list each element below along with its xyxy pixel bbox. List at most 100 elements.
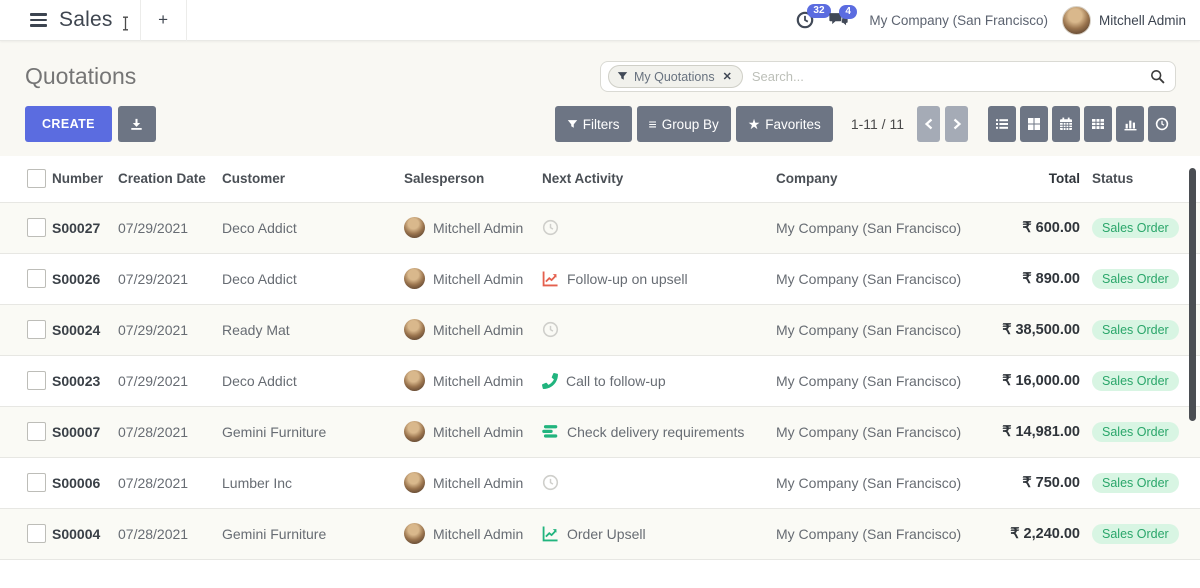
filters-button[interactable]: Filters [554, 106, 632, 142]
quotation-row[interactable]: S00004 07/28/2021 Gemini Furniture Mitchell… [0, 508, 1200, 560]
row-select-cell[interactable] [0, 304, 52, 356]
kanban-view-button[interactable] [1020, 106, 1048, 142]
quotation-row[interactable]: S00007 07/28/2021 Gemini Furniture Mitchell… [0, 406, 1200, 458]
column-header-customer[interactable]: Customer [222, 156, 404, 203]
graph-view-button[interactable] [1116, 106, 1144, 142]
cell-status[interactable]: Sales Order [1092, 457, 1200, 509]
cell-salesperson[interactable]: Mitchell Admin [404, 202, 542, 254]
select-all-checkbox[interactable] [27, 169, 46, 189]
delivery-lines-icon[interactable] [542, 424, 559, 439]
cell-number[interactable]: S00004 [52, 508, 118, 560]
cell-salesperson[interactable]: Mitchell Admin [404, 253, 542, 305]
search-facet[interactable]: My Quotations ✕ [608, 65, 743, 88]
row-checkbox[interactable] [27, 218, 46, 237]
row-select-cell[interactable] [0, 406, 52, 458]
cell-status[interactable]: Sales Order [1092, 406, 1200, 458]
row-select-cell[interactable] [0, 508, 52, 560]
vertical-scrollbar[interactable] [1189, 168, 1196, 421]
row-select-cell[interactable] [0, 253, 52, 305]
user-avatar[interactable] [1061, 5, 1091, 35]
cell-creation-date[interactable]: 07/28/2021 [118, 406, 222, 458]
cell-creation-date[interactable]: 07/28/2021 [118, 457, 222, 509]
row-checkbox[interactable] [27, 473, 46, 492]
cell-status[interactable]: Sales Order [1092, 508, 1200, 560]
search-icon[interactable] [1150, 69, 1165, 84]
cell-customer[interactable]: Ready Mat [222, 304, 404, 356]
pager-next-button[interactable] [945, 106, 968, 142]
activity-view-button[interactable] [1148, 106, 1176, 142]
cell-status[interactable]: Sales Order [1092, 355, 1200, 407]
quotation-row[interactable]: S00026 07/29/2021 Deco Addict Mitchell Admi… [0, 253, 1200, 305]
cell-total[interactable]: ₹ 2,240.00 [992, 508, 1092, 560]
search-bar[interactable]: My Quotations ✕ [600, 61, 1176, 92]
export-button[interactable] [117, 106, 156, 142]
cell-customer[interactable]: Deco Addict [222, 253, 404, 305]
cell-company[interactable]: My Company (San Francisco) [776, 253, 992, 305]
cell-next-activity[interactable]: Follow-up on upsell [542, 253, 776, 305]
quotation-row[interactable]: S00024 07/29/2021 Ready Mat Mitchell Admin M… [0, 304, 1200, 356]
cell-creation-date[interactable]: 07/29/2021 [118, 253, 222, 305]
cell-customer[interactable]: Lumber Inc [222, 457, 404, 509]
cell-customer[interactable]: Deco Addict [222, 355, 404, 407]
cell-salesperson[interactable]: Mitchell Admin [404, 457, 542, 509]
facet-close-icon[interactable]: ✕ [722, 71, 732, 83]
column-header-status[interactable]: Status [1092, 156, 1200, 203]
cell-number[interactable]: S00006 [52, 457, 118, 509]
search-input[interactable] [751, 69, 1150, 84]
column-header-number[interactable]: Number [52, 156, 118, 203]
create-button[interactable]: CREATE [25, 106, 112, 142]
cell-creation-date[interactable]: 07/29/2021 [118, 202, 222, 254]
column-header-creation-date[interactable]: Creation Date [118, 156, 222, 203]
phone-icon[interactable] [542, 372, 558, 389]
cell-status[interactable]: Sales Order [1092, 253, 1200, 305]
cell-customer[interactable]: Gemini Furniture [222, 508, 404, 560]
menu-icon[interactable] [30, 13, 47, 27]
cell-total[interactable]: ₹ 600.00 [992, 202, 1092, 254]
trend-up-icon[interactable] [542, 525, 559, 542]
cell-total[interactable]: ₹ 38,500.00 [992, 304, 1092, 356]
clock-icon[interactable] [542, 474, 559, 491]
row-select-cell[interactable] [0, 355, 52, 407]
cell-company[interactable]: My Company (San Francisco) [776, 304, 992, 356]
cell-next-activity[interactable]: Check delivery requirements [542, 406, 776, 458]
cell-next-activity[interactable]: Order Upsell [542, 508, 776, 560]
favorites-button[interactable]: ★ Favorites [735, 106, 833, 142]
column-header-next-activity[interactable]: Next Activity [542, 156, 776, 203]
user-menu[interactable]: Mitchell Admin [1098, 12, 1186, 28]
cell-total[interactable]: ₹ 750.00 [992, 457, 1092, 509]
cell-total[interactable]: ₹ 14,981.00 [992, 406, 1092, 458]
quotation-row[interactable]: S00027 07/29/2021 Deco Addict Mitchell Admi… [0, 202, 1200, 254]
cell-number[interactable]: S00026 [52, 253, 118, 305]
cell-next-activity[interactable] [542, 202, 776, 254]
row-checkbox[interactable] [27, 269, 46, 288]
cell-creation-date[interactable]: 07/29/2021 [118, 355, 222, 407]
clock-icon[interactable] [542, 321, 559, 338]
cell-total[interactable]: ₹ 890.00 [992, 253, 1092, 305]
activities-menu-button[interactable]: 32 [796, 4, 831, 29]
column-header-company[interactable]: Company [776, 156, 992, 203]
cell-next-activity[interactable]: Call to follow-up [542, 355, 776, 407]
cell-status[interactable]: Sales Order [1092, 202, 1200, 254]
quotation-row[interactable]: S00006 07/28/2021 Lumber Inc Mitchell Admin… [0, 457, 1200, 509]
cell-salesperson[interactable]: Mitchell Admin [404, 355, 542, 407]
row-select-cell[interactable] [0, 457, 52, 509]
list-view-button[interactable] [988, 106, 1016, 142]
cell-customer[interactable]: Gemini Furniture [222, 406, 404, 458]
column-header-salesperson[interactable]: Salesperson [404, 156, 542, 203]
cell-company[interactable]: My Company (San Francisco) [776, 406, 992, 458]
row-select-cell[interactable] [0, 202, 52, 254]
row-checkbox[interactable] [27, 371, 46, 390]
column-header-total[interactable]: Total [992, 156, 1092, 203]
cell-company[interactable]: My Company (San Francisco) [776, 508, 992, 560]
cell-creation-date[interactable]: 07/29/2021 [118, 304, 222, 356]
app-name[interactable]: Sales [59, 8, 113, 31]
row-checkbox[interactable] [27, 320, 46, 339]
new-tab-button[interactable]: + [139, 0, 187, 41]
company-switcher[interactable]: My Company (San Francisco) [869, 12, 1048, 28]
select-all-header[interactable] [0, 156, 52, 203]
pivot-view-button[interactable] [1084, 106, 1112, 142]
clock-icon[interactable] [542, 219, 559, 236]
cell-next-activity[interactable] [542, 304, 776, 356]
cell-customer[interactable]: Deco Addict [222, 202, 404, 254]
cell-next-activity[interactable] [542, 457, 776, 509]
